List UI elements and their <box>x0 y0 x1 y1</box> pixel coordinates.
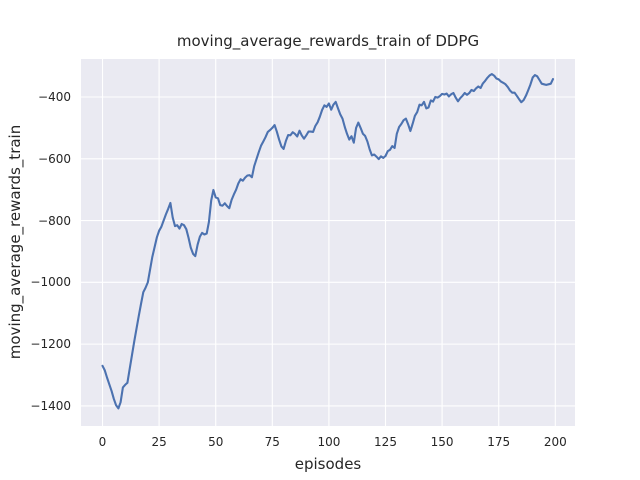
x-tick-label: 75 <box>264 435 280 449</box>
y-axis-label: moving_average_rewards_train <box>6 124 24 360</box>
y-tick-label: −800 <box>38 213 71 228</box>
x-tick-label: 0 <box>98 435 107 449</box>
chart-title: moving_average_rewards_train of DDPG <box>176 32 480 50</box>
y-tick-label: −600 <box>38 151 71 166</box>
x-tick-label: 150 <box>430 435 454 449</box>
x-tick-label: 25 <box>151 435 167 449</box>
y-tick-label: −1000 <box>30 275 71 290</box>
x-tick-label: 175 <box>487 435 511 449</box>
y-tick-label: −1200 <box>30 337 71 352</box>
y-tick-label: −1400 <box>30 398 71 413</box>
x-axis-label: episodes <box>294 455 362 473</box>
plot-area <box>81 59 575 426</box>
gridlines <box>81 59 575 426</box>
x-tick-label: 200 <box>543 435 567 449</box>
y-tick-label: −400 <box>38 89 71 104</box>
x-tick-label: 125 <box>374 435 397 449</box>
x-tick-label: 50 <box>208 435 224 449</box>
axes-background <box>81 59 575 426</box>
series-line <box>101 73 555 410</box>
x-tick-label: 100 <box>317 435 341 449</box>
